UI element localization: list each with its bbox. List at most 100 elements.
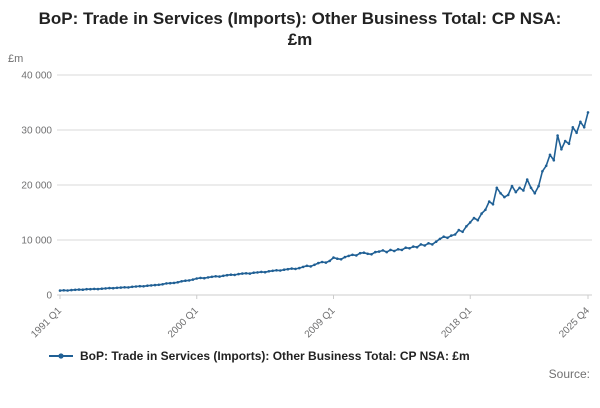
series-point — [510, 184, 514, 187]
series-point — [423, 243, 427, 247]
series-point — [377, 249, 381, 253]
series-point — [579, 120, 582, 123]
series-point — [89, 287, 92, 290]
series-point — [442, 234, 446, 238]
series-point — [119, 285, 123, 289]
series-point — [244, 271, 248, 275]
series-point — [203, 276, 206, 279]
x-tick-label: 2018 Q1 — [439, 305, 474, 340]
series-point — [556, 133, 559, 137]
series-point — [187, 278, 191, 282]
series-point — [560, 147, 563, 151]
series-point — [100, 286, 104, 290]
series-point — [385, 250, 389, 253]
series-line — [59, 111, 589, 291]
legend-marker-icon — [49, 352, 73, 359]
series-point — [446, 236, 449, 239]
series-point — [438, 237, 442, 240]
series-point — [161, 282, 164, 286]
series-point — [225, 273, 229, 276]
x-tick-label: 1991 Q1 — [29, 305, 64, 340]
series-point — [96, 287, 100, 290]
series-point — [495, 186, 499, 189]
series-point — [457, 228, 461, 231]
series-point — [290, 266, 294, 270]
series-point — [214, 274, 217, 278]
series-point — [503, 195, 506, 198]
series-point — [468, 220, 472, 224]
line-chart[interactable]: 0 10 000 20 000 30 000 40 000 1991 Q1 2000 Q1 2… — [0, 65, 600, 343]
series-point — [404, 245, 408, 249]
series-point — [199, 276, 202, 279]
series-point — [301, 265, 305, 268]
series-point — [381, 248, 385, 252]
series-point — [237, 272, 240, 275]
series-point — [168, 281, 172, 284]
series-point — [389, 248, 392, 251]
series-point — [320, 260, 324, 263]
series-point — [343, 255, 347, 258]
series-point — [506, 193, 510, 196]
series-point — [374, 250, 377, 253]
source-text: Source: — [548, 366, 590, 381]
series-point — [104, 286, 107, 290]
series-point — [252, 270, 255, 274]
legend-label: BoP: Trade in Services (Imports): Other … — [80, 348, 470, 363]
series-point — [58, 288, 62, 292]
series-point — [476, 218, 480, 221]
series-point — [313, 263, 316, 266]
series-point — [347, 254, 351, 257]
series-point — [351, 253, 354, 256]
legend-item[interactable]: BoP: Trade in Services (Imports): Other … — [48, 349, 600, 363]
series-point — [518, 186, 521, 189]
series-point — [92, 287, 96, 290]
series-point — [172, 281, 176, 284]
series-point — [434, 239, 438, 243]
series-point — [567, 142, 571, 145]
series-point — [582, 125, 586, 129]
series-point — [73, 288, 77, 291]
series-point — [260, 270, 263, 273]
series-point — [153, 283, 157, 286]
series-point — [138, 284, 142, 287]
series-point — [355, 253, 358, 257]
series-point — [450, 233, 453, 237]
series-point — [514, 190, 518, 193]
series-point — [279, 268, 282, 272]
series-point — [491, 202, 495, 206]
series-point — [195, 276, 198, 280]
series-point — [157, 283, 161, 286]
series-point — [62, 288, 66, 292]
series-point — [427, 241, 430, 245]
series-point — [339, 257, 343, 261]
series-point — [472, 216, 476, 219]
y-tick-label: 30 000 — [21, 125, 52, 136]
series-point — [123, 285, 126, 289]
series-point — [529, 186, 533, 189]
series-point — [286, 267, 290, 270]
series-point — [165, 281, 168, 285]
series-point — [453, 232, 457, 236]
series-point — [552, 158, 556, 162]
series-point — [229, 272, 233, 276]
series-point — [412, 244, 415, 248]
series-point — [544, 164, 548, 167]
series-point — [294, 267, 297, 270]
chart-title: BoP: Trade in Services (Imports): Other … — [38, 9, 562, 50]
series-point — [130, 285, 134, 288]
y-tick-label: 20 000 — [21, 180, 52, 191]
series-point — [400, 248, 404, 251]
series-point — [393, 249, 396, 252]
series-point — [81, 287, 85, 291]
series-point — [362, 250, 366, 254]
series-point — [332, 255, 335, 259]
series-point — [571, 125, 575, 129]
series-point — [358, 251, 362, 254]
series-point — [256, 270, 259, 274]
series-point — [563, 139, 567, 142]
series-point — [370, 252, 373, 256]
series-point — [336, 256, 339, 260]
series-point — [263, 270, 267, 273]
series-point — [241, 271, 244, 275]
series-point — [85, 287, 88, 290]
